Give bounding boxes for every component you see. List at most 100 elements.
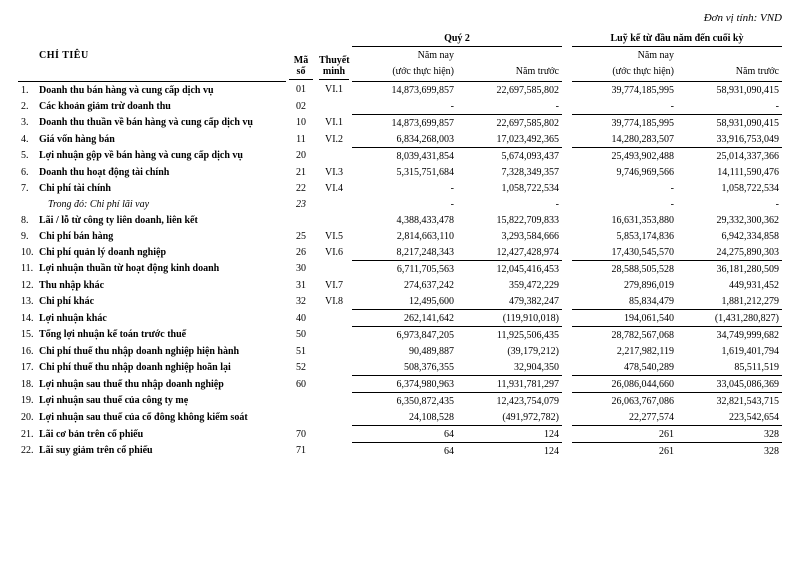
- row-ytd-nt: 58,931,090,415: [677, 82, 782, 99]
- header-group-ytd: Luỹ kế từ đầu năm đến cuối kỳ: [572, 30, 782, 46]
- row-label: Lợi nhuận thuần từ hoạt động kinh doanh: [36, 261, 286, 278]
- row-label: Chi phí thuế thu nhập doanh nghiệp hoãn …: [36, 359, 286, 376]
- row-ms: 26: [286, 244, 316, 261]
- row-q2-nn: -: [352, 196, 457, 212]
- header-ytd-uoc: (ước thực hiện): [572, 64, 677, 82]
- row-q2-nt: 124: [457, 426, 562, 443]
- row-ytd-nt: -: [677, 98, 782, 115]
- row-ytd-nn: 26,063,767,086: [572, 393, 677, 410]
- row-ms: 71: [286, 443, 316, 460]
- row-tm: VI.2: [316, 131, 352, 148]
- row-label: Chi phí quản lý doanh nghiệp: [36, 244, 286, 261]
- row-ytd-nt: 1,058,722,534: [677, 180, 782, 196]
- row-label: Lợi nhuận sau thuế của công ty mẹ: [36, 393, 286, 410]
- header-q2-nt: Năm trước: [457, 46, 562, 82]
- row-ytd-nn: 261: [572, 426, 677, 443]
- row-tm: VI.4: [316, 180, 352, 196]
- row-ms: 01: [286, 82, 316, 99]
- row-ytd-nn: 261: [572, 443, 677, 460]
- row-ms: 25: [286, 228, 316, 244]
- row-q2-nn: 8,217,248,343: [352, 244, 457, 261]
- row-ytd-nn: 2,217,982,119: [572, 343, 677, 359]
- row-q2-nt: 7,328,349,357: [457, 164, 562, 180]
- row-q2-nt: 359,472,229: [457, 277, 562, 293]
- row-ytd-nn: -: [572, 98, 677, 115]
- row-q2-nn: 6,374,980,963: [352, 376, 457, 393]
- row-idx: 2.: [18, 98, 36, 115]
- row-ytd-nt: 33,045,086,369: [677, 376, 782, 393]
- row-q2-nn: -: [352, 180, 457, 196]
- row-label: Lợi nhuận sau thuế của cổ đông không kiể…: [36, 409, 286, 426]
- row-ms: 52: [286, 359, 316, 376]
- row-idx: 22.: [18, 443, 36, 460]
- row-q2-nn: 8,039,431,854: [352, 148, 457, 165]
- row-ytd-nt: 85,511,519: [677, 359, 782, 376]
- table-row: 14.Lợi nhuận khác40262,141,642(119,910,0…: [18, 310, 782, 327]
- table-body: 1.Doanh thu bán hàng và cung cấp dịch vụ…: [18, 82, 782, 460]
- row-q2-nt: 12,045,416,453: [457, 261, 562, 278]
- row-idx: 10.: [18, 244, 36, 261]
- row-ms: [286, 393, 316, 410]
- table-row: 20.Lợi nhuận sau thuế của cổ đông không …: [18, 409, 782, 426]
- row-tm: [316, 426, 352, 443]
- row-q2-nn: 64: [352, 426, 457, 443]
- row-q2-nn: 6,973,847,205: [352, 327, 457, 344]
- table-row: 1.Doanh thu bán hàng và cung cấp dịch vụ…: [18, 82, 782, 99]
- unit-label: Đơn vị tính: VND: [18, 12, 782, 24]
- row-q2-nt: 1,058,722,534: [457, 180, 562, 196]
- row-label: Chi phí thuế thu nhập doanh nghiệp hiện …: [36, 343, 286, 359]
- table-row: 6.Doanh thu hoạt động tài chính21VI.35,3…: [18, 164, 782, 180]
- header-ytd-nt: Năm trước: [677, 46, 782, 82]
- row-label: Các khoản giảm trừ doanh thu: [36, 98, 286, 115]
- row-label: Doanh thu hoạt động tài chính: [36, 164, 286, 180]
- row-ytd-nt: 58,931,090,415: [677, 115, 782, 132]
- table-row: 7.Chi phí tài chính22VI.4-1,058,722,534-…: [18, 180, 782, 196]
- row-ms: 22: [286, 180, 316, 196]
- row-idx: 13.: [18, 293, 36, 310]
- header-group-q2: Quý 2: [352, 30, 562, 46]
- row-q2-nt: 5,674,093,437: [457, 148, 562, 165]
- row-idx: 12.: [18, 277, 36, 293]
- table-row: 18.Lợi nhuận sau thuế thu nhập doanh ngh…: [18, 376, 782, 393]
- row-tm: VI.6: [316, 244, 352, 261]
- row-ytd-nn: 28,782,567,068: [572, 327, 677, 344]
- row-ytd-nt: 328: [677, 426, 782, 443]
- row-ms: 32: [286, 293, 316, 310]
- row-ytd-nn: 17,430,545,570: [572, 244, 677, 261]
- row-ytd-nt: 328: [677, 443, 782, 460]
- row-ms: 21: [286, 164, 316, 180]
- row-idx: 17.: [18, 359, 36, 376]
- row-ytd-nn: 25,493,902,488: [572, 148, 677, 165]
- table-row: 4.Giá vốn hàng bán11VI.26,834,268,00317,…: [18, 131, 782, 148]
- row-ytd-nn: 9,746,969,566: [572, 164, 677, 180]
- row-idx: 14.: [18, 310, 36, 327]
- row-q2-nn: 6,711,705,563: [352, 261, 457, 278]
- row-idx: 8.: [18, 212, 36, 228]
- row-q2-nn: 6,350,872,435: [352, 393, 457, 410]
- header-ytd-nn: Năm nay: [638, 50, 674, 61]
- row-idx: 19.: [18, 393, 36, 410]
- row-ytd-nt: 449,931,452: [677, 277, 782, 293]
- row-tm: VI.1: [316, 82, 352, 99]
- row-q2-nn: 64: [352, 443, 457, 460]
- row-q2-nn: 14,873,699,857: [352, 115, 457, 132]
- row-ms: 51: [286, 343, 316, 359]
- row-q2-nt: 15,822,709,833: [457, 212, 562, 228]
- row-label: Doanh thu thuần về bán hàng và cung cấp …: [36, 115, 286, 132]
- table-row: 21.Lãi cơ bản trên cổ phiếu7064124261328: [18, 426, 782, 443]
- row-ytd-nn: -: [572, 180, 677, 196]
- row-idx: [18, 196, 36, 212]
- row-ms: 23: [286, 196, 316, 212]
- row-ytd-nt: 29,332,300,362: [677, 212, 782, 228]
- table-row: 12.Thu nhập khác31VI.7274,637,242359,472…: [18, 277, 782, 293]
- row-q2-nt: 11,925,506,435: [457, 327, 562, 344]
- row-q2-nn: 12,495,600: [352, 293, 457, 310]
- table-row: 3.Doanh thu thuần về bán hàng và cung cấ…: [18, 115, 782, 132]
- row-tm: [316, 148, 352, 165]
- row-tm: [316, 261, 352, 278]
- row-q2-nt: 32,904,350: [457, 359, 562, 376]
- row-q2-nn: 274,637,242: [352, 277, 457, 293]
- row-q2-nt: 479,382,247: [457, 293, 562, 310]
- row-tm: VI.3: [316, 164, 352, 180]
- row-ms: 11: [286, 131, 316, 148]
